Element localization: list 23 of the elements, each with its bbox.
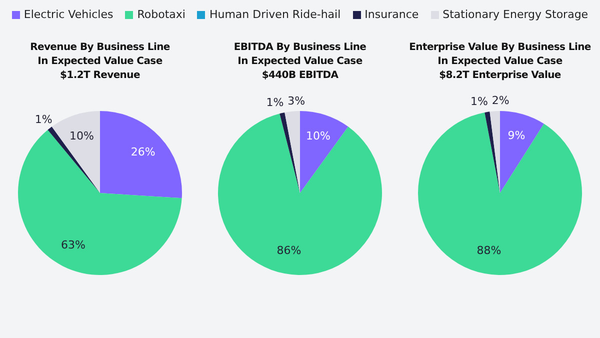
chart-title: EBITDA By Business Line In Expected Value Case — [234, 41, 366, 69]
legend-label: Insurance — [364, 8, 419, 21]
data-label: 1% — [470, 94, 488, 108]
text: $1.2T Revenue — [60, 69, 140, 83]
data-label: 1% — [34, 113, 52, 126]
legend-label: Electric Vehicles — [24, 8, 114, 21]
data-label: 3% — [288, 94, 306, 108]
data-label: 88% — [476, 244, 502, 257]
data-label: 1% — [266, 96, 284, 110]
chart-subtitle: $440B EBITDA — [262, 69, 338, 83]
legend-label: Stationary Energy Storage — [442, 8, 588, 21]
text: Revenue By Business Line In Expected Value Case — [30, 41, 170, 69]
data-label: 10% — [70, 130, 94, 143]
legend-label: Human Driven Ride-hail — [209, 8, 341, 21]
chart-title: Enterprise Value By Business Line In Expected Value Case — [409, 41, 591, 69]
chart-subtitle: $8.2T Enterprise Value — [439, 69, 561, 83]
data-label: 10% — [306, 130, 330, 143]
data-label: 2% — [492, 94, 510, 108]
data-label: 63% — [60, 238, 86, 252]
data-label: 86% — [276, 244, 302, 257]
legend-label: Robotaxi — [137, 8, 186, 21]
data-label: 9% — [508, 129, 526, 142]
data-label: 26% — [130, 145, 156, 158]
